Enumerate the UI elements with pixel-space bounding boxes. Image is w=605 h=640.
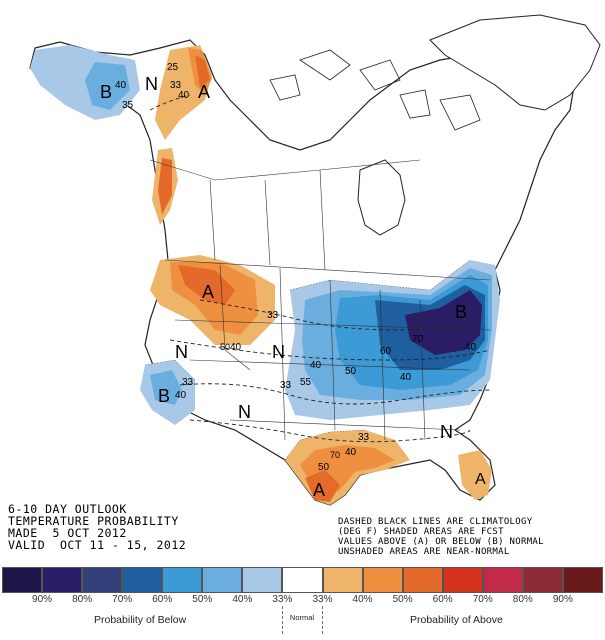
nw-above-60 (178, 265, 235, 305)
above-label: Probability of Above (410, 614, 503, 626)
south-above-60 (305, 470, 340, 502)
sw-n2-label: N (238, 402, 251, 422)
outlook-title-block: 6-10 DAY OUTLOOK TEMPERATURE PROBABILITY… (8, 503, 186, 551)
ohio-40-label: 40 (400, 372, 412, 383)
bc-above-60 (158, 158, 172, 215)
outlook-map: B N A 40 35 25 33 40 A 33 40 50 N B 40 3… (29, 14, 601, 506)
legend-swatch-4 (122, 567, 163, 593)
tick-pad-end (583, 594, 603, 605)
sw-40-label: 40 (175, 390, 187, 401)
east-60-label: 60 (380, 346, 392, 357)
legend-note-block: DASHED BLACK LINES ARE CLIMATOLOGY (DEG … (335, 516, 547, 558)
nw-40-label: 40 (230, 342, 242, 353)
legend-tick-14: 90% (552, 594, 573, 605)
legend-tick-6: 40% (232, 594, 253, 605)
alaska-below-50 (85, 62, 130, 110)
greenland-outline (429, 14, 601, 111)
fl-above-40 (458, 450, 492, 500)
fl-a-label: A (475, 471, 486, 488)
legend-tick-9: 40% (352, 594, 373, 605)
south-40-label: 40 (345, 447, 357, 458)
se-n-label: N (440, 422, 453, 442)
central-33-label: 33 (280, 380, 292, 391)
south-50-label: 50 (318, 462, 330, 473)
title-line-1: 6-10 DAY OUTLOOK (8, 502, 127, 516)
legend-tick-1: 90% (32, 594, 53, 605)
legend-swatch-8 (282, 567, 323, 593)
nw-33-label: 33 (267, 310, 279, 321)
east-70-label: 70 (412, 334, 424, 345)
legend-swatch-5 (162, 567, 203, 593)
legend-swatch-6 (202, 567, 243, 593)
sw-33-label: 33 (182, 377, 194, 388)
south-70-label: 70 (330, 450, 340, 460)
legend-swatch-12 (442, 567, 483, 593)
note-line-3: VALUES ABOVE (A) OR BELOW (B) NORMAL (338, 537, 544, 547)
alaska-a-label: A (198, 82, 210, 102)
probability-contours (144, 259, 471, 461)
title-line-2: TEMPERATURE PROBABILITY (8, 514, 179, 528)
color-legend (2, 567, 603, 593)
legend-swatch-15 (562, 567, 603, 593)
legend-swatch-14 (522, 567, 563, 593)
legend-tick-5: 50% (192, 594, 213, 605)
legend-ticks: 90% 80% 70% 60% 50% 40% 33% 33% 40% 50% 60% 70% 80% 9… (2, 594, 603, 605)
note-line-2: (DEG F) SHADED AREAS ARE FCST (338, 527, 504, 537)
title-line-4: VALID OCT 11 - 15, 2012 (8, 538, 187, 552)
central-n-label: N (272, 342, 285, 362)
political-boundaries (149, 159, 491, 441)
legend-tick-7: 33% (272, 594, 293, 605)
legend-swatch-2 (42, 567, 83, 593)
south-a-label: A (313, 480, 325, 500)
legend-swatch-7 (242, 567, 283, 593)
legend-tick-3: 70% (112, 594, 133, 605)
legend-divider-left (282, 606, 283, 634)
legend-tick-13: 80% (512, 594, 533, 605)
legend-tick-10: 50% (392, 594, 413, 605)
arctic-islands (269, 49, 481, 131)
legend-tick-8: 33% (312, 594, 333, 605)
legend-swatch-1 (2, 567, 43, 593)
legend-tick-2: 80% (72, 594, 93, 605)
alaska-33-label: 33 (170, 80, 182, 91)
legend-swatch-11 (402, 567, 443, 593)
legend-swatch-9 (322, 567, 363, 593)
alaska-above-60 (195, 55, 210, 88)
normal-label: Normal (289, 613, 315, 622)
east-below-70 (405, 290, 482, 355)
alaska-40w-label: 40 (115, 80, 127, 91)
note-line-4: UNSHADED AREAS ARE NEAR-NORMAL (338, 547, 510, 557)
plains-55-label: 55 (300, 377, 312, 388)
hudson-bay (357, 159, 406, 236)
south-33-label: 33 (358, 432, 370, 443)
alaska-n-label: N (145, 74, 158, 94)
legend-swatch-13 (482, 567, 523, 593)
east-b-label: B (455, 302, 467, 322)
legend-tick-12: 70% (472, 594, 493, 605)
below-label: Probability of Below (94, 614, 187, 626)
alaska-35-label: 35 (122, 100, 134, 111)
sw-n-label: N (175, 342, 188, 362)
title-line-3: MADE 5 OCT 2012 (8, 526, 127, 540)
plains-40-label: 40 (310, 360, 322, 371)
legend-tick-11: 60% (432, 594, 453, 605)
tick-pad (2, 594, 22, 605)
legend-swatch-10 (362, 567, 403, 593)
sw-b-label: B (158, 386, 170, 406)
east-40-label: 40 (465, 342, 477, 353)
alaska-25-label: 25 (167, 62, 179, 73)
sw-below-40 (150, 370, 182, 405)
legend-swatch-3 (82, 567, 123, 593)
alaska-40e-label: 40 (178, 90, 190, 101)
nw-a-label: A (202, 282, 214, 302)
plains-50-label: 50 (345, 366, 357, 377)
legend-divider-right (322, 606, 323, 634)
calif-50-label: 50 (220, 342, 230, 352)
note-line-1: DASHED BLACK LINES ARE CLIMATOLOGY (338, 517, 533, 527)
legend-tick-4: 60% (152, 594, 173, 605)
alaska-b-label: B (100, 82, 112, 102)
